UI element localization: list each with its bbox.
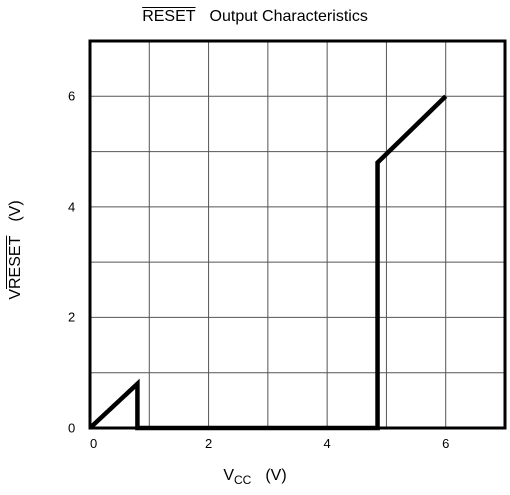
title-text: Output Characteristics <box>209 8 368 25</box>
y-axis-unit: (V) <box>7 200 24 222</box>
x-axis-unit: (V) <box>265 467 287 484</box>
x-axis-symbol: V <box>223 467 234 484</box>
y-axis-subscript: RESET <box>7 235 24 289</box>
y-axis-label: VRESET (V) <box>7 200 25 299</box>
y-tick-label: 2 <box>68 309 76 325</box>
y-tick-label: 4 <box>68 199 76 215</box>
x-axis-label: VCC (V) <box>223 467 286 487</box>
y-tick-label: 6 <box>68 88 76 104</box>
x-tick-label: 6 <box>442 436 450 451</box>
x-axis-subscript: CC <box>234 473 252 487</box>
series-line <box>88 94 448 431</box>
y-axis-symbol: V <box>7 289 24 300</box>
x-tick-label: 0 <box>90 436 98 451</box>
y-tick-label: 0 <box>68 420 76 436</box>
x-tick-label: 4 <box>323 436 331 451</box>
x-tick-label: 2 <box>204 436 213 451</box>
title-signal: RESET <box>142 8 196 25</box>
chart-title: RESET Output Characteristics <box>0 8 510 26</box>
